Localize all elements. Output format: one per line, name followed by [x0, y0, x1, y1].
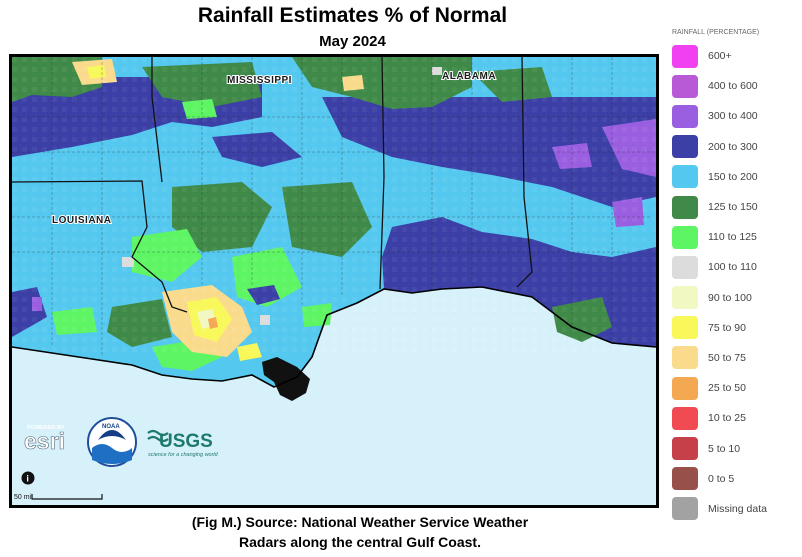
legend-item: 110 to 125: [672, 222, 797, 252]
legend-item: 10 to 25: [672, 403, 797, 433]
legend-swatch: [672, 135, 698, 159]
legend-swatch: [672, 165, 698, 189]
legend-label: Missing data: [708, 502, 767, 515]
legend-swatch: [672, 195, 698, 219]
noaa-logo: NOAA: [87, 417, 137, 467]
legend-item: 75 to 90: [672, 313, 797, 343]
caption-line-1: (Fig M.) Source: National Weather Servic…: [191, 514, 529, 530]
map-subtitle: May 2024: [319, 33, 386, 50]
legend-swatch: [672, 316, 698, 340]
legend-label: 150 to 200: [708, 170, 758, 183]
legend-title: RAINFALL (percentage): [672, 29, 760, 36]
legend-swatch: [672, 437, 698, 461]
info-button[interactable]: i: [21, 471, 35, 485]
legend: RAINFALL (percentage) 600+ 400 to 600 300 …: [672, 29, 797, 524]
legend-swatch: [672, 255, 698, 279]
usgs-wave-icon: [147, 429, 169, 443]
legend-item: 0 to 5: [672, 464, 797, 494]
legend-label: 75 to 90: [708, 321, 746, 334]
legend-label: 110 to 125: [708, 231, 757, 244]
legend-swatch: [672, 104, 698, 128]
state-label-mississippi: MISSISSIPPI: [227, 75, 292, 86]
state-label-alabama: ALABAMA: [442, 71, 496, 82]
state-borders: [12, 57, 533, 313]
legend-item: 25 to 50: [672, 373, 797, 403]
legend-item: Missing data: [672, 494, 797, 524]
legend-swatch: [672, 286, 698, 310]
legend-label: 300 to 400: [708, 110, 758, 123]
legend-items: 600+ 400 to 600 300 to 400 200 to 300 150 to…: [672, 41, 797, 524]
legend-label: 100 to 110: [708, 261, 757, 274]
noaa-wave-icon: [92, 444, 132, 464]
map-title: Rainfall Estimates % of Normal: [197, 4, 508, 27]
legend-label: 400 to 600: [708, 80, 758, 93]
legend-item: 125 to 150: [672, 192, 797, 222]
usgs-tagline: science for a changing world: [148, 452, 219, 458]
legend-swatch: [672, 74, 698, 98]
legend-swatch: [672, 44, 698, 68]
legend-swatch: [672, 406, 698, 430]
pixel-texture: [12, 57, 656, 357]
legend-item: 150 to 200: [672, 162, 797, 192]
usgs-text: USGS: [159, 431, 213, 452]
legend-label: 10 to 25: [708, 412, 746, 425]
scale-bar: 50 mi: [14, 494, 103, 501]
legend-item: 600+: [672, 41, 797, 71]
figure-caption: (Fig M.) Source: National Weather Servic…: [110, 512, 610, 552]
legend-item: 50 to 75: [672, 343, 797, 373]
delta-marsh: [262, 357, 310, 401]
legend-item: 400 to 600: [672, 71, 797, 101]
legend-label: 600+: [708, 50, 732, 63]
legend-swatch: [672, 376, 698, 400]
legend-item: 300 to 400: [672, 101, 797, 131]
legend-swatch: [672, 497, 698, 521]
coastline: [12, 286, 656, 388]
esri-logo: POWERED BY esri: [24, 425, 66, 454]
esri-powered-by-text: POWERED BY: [27, 425, 65, 431]
svg-text:i: i: [26, 474, 29, 484]
esri-text: esri: [24, 428, 65, 454]
legend-label: 200 to 300: [708, 140, 758, 153]
usgs-logo: USGS science for a changing world: [147, 429, 219, 458]
legend-label: 90 to 100: [708, 291, 752, 304]
rainfall-map[interactable]: MISSISSIPPI ALABAMA LOUISIANA POWERED BY…: [9, 54, 659, 508]
legend-item: 5 to 10: [672, 433, 797, 463]
legend-label: 5 to 10: [708, 442, 741, 455]
noaa-text: NOAA: [102, 424, 120, 430]
legend-label: 25 to 50: [708, 382, 746, 395]
state-label-louisiana: LOUISIANA: [52, 215, 112, 226]
legend-swatch: [672, 346, 698, 370]
county-borders: [12, 57, 656, 357]
caption-line-2: Radars along the central Gulf Coast.: [239, 534, 481, 550]
scale-bar-label: 50 mi: [14, 494, 32, 501]
info-icon[interactable]: [21, 471, 35, 485]
legend-label: 50 to 75: [708, 351, 746, 364]
legend-item: 200 to 300: [672, 132, 797, 162]
legend-swatch: [672, 225, 698, 249]
legend-swatch: [672, 467, 698, 491]
noaa-bird-icon: [98, 430, 126, 440]
legend-item: 100 to 110: [672, 252, 797, 282]
legend-item: 90 to 100: [672, 283, 797, 313]
legend-label: 0 to 5: [708, 472, 735, 485]
legend-label: 125 to 150: [708, 201, 758, 214]
